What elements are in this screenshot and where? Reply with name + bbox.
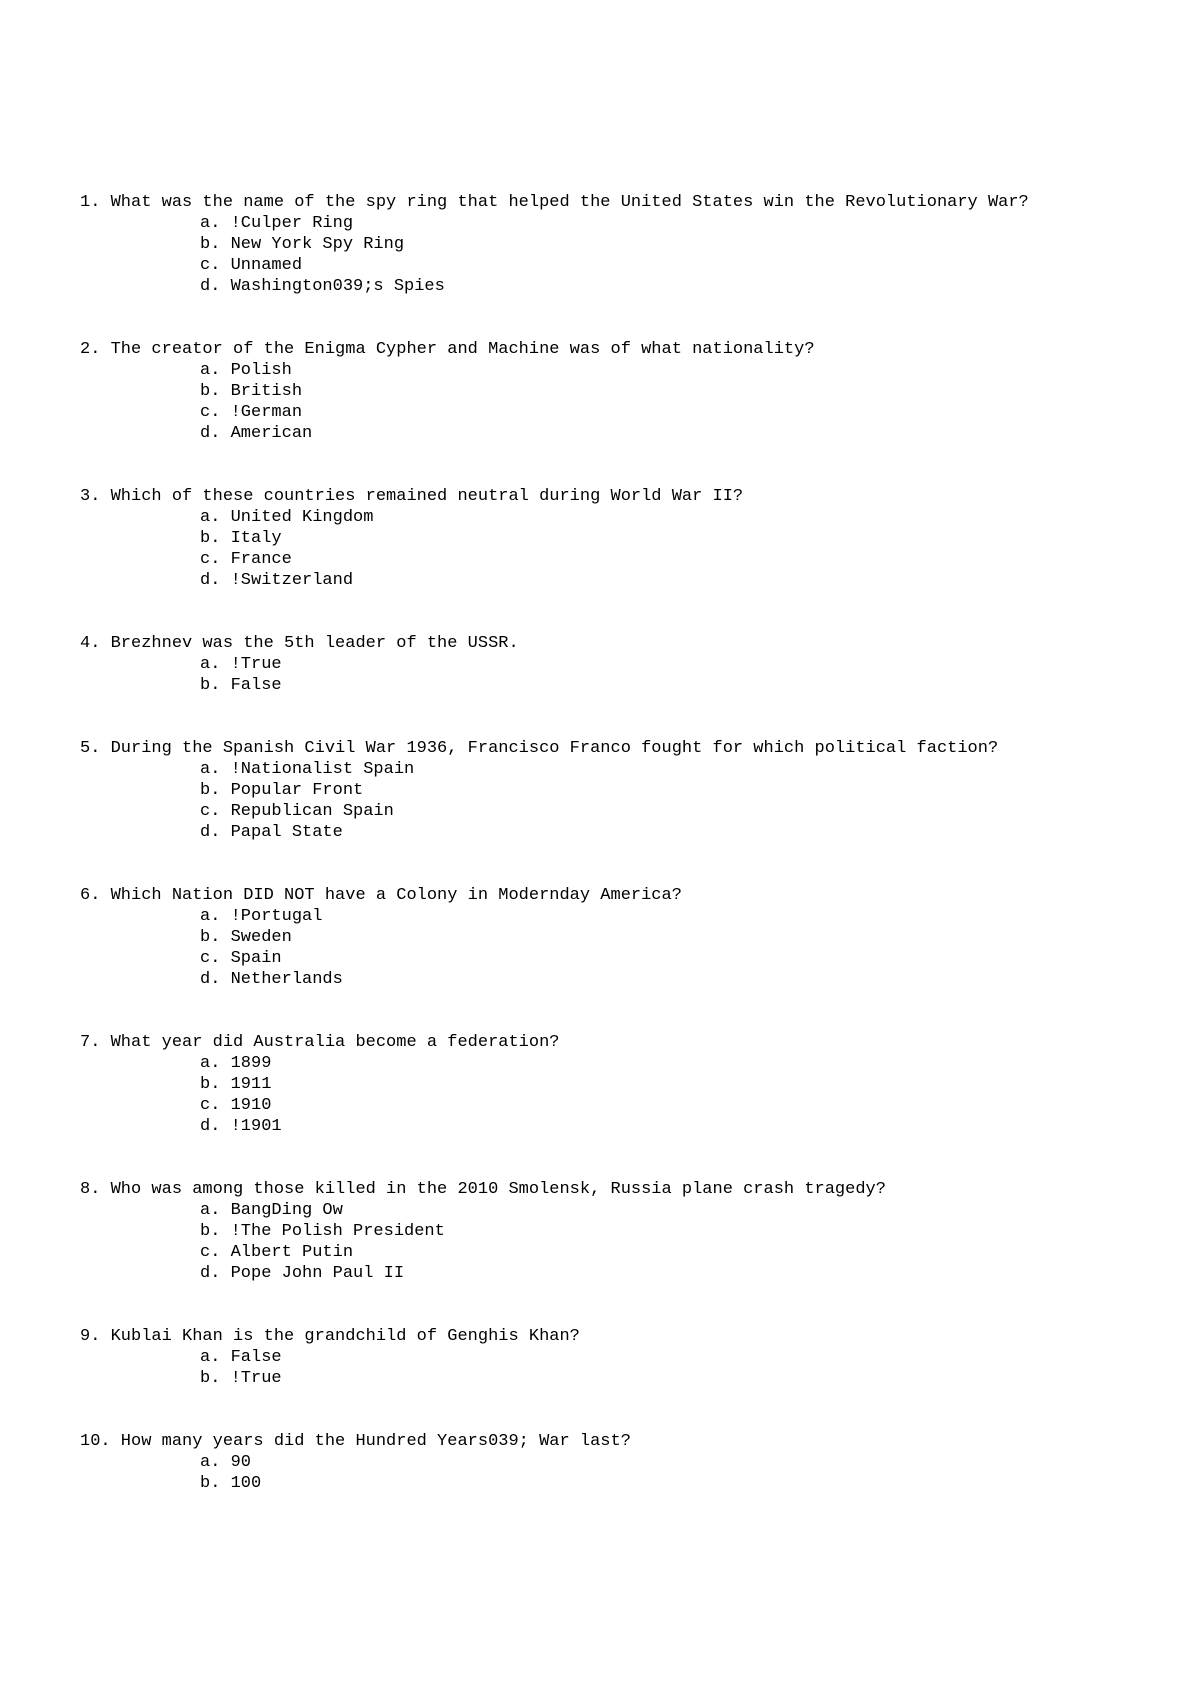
question-block: 7. What year did Australia become a fede… (80, 1032, 1120, 1137)
question-text: 8. Who was among those killed in the 201… (80, 1179, 1120, 1200)
question-text: 6. Which Nation DID NOT have a Colony in… (80, 885, 1120, 906)
option: d. !Switzerland (80, 570, 1120, 591)
question-text: 10. How many years did the Hundred Years… (80, 1431, 1120, 1452)
option: b. Sweden (80, 927, 1120, 948)
question-text: 4. Brezhnev was the 5th leader of the US… (80, 633, 1120, 654)
option: d. Netherlands (80, 969, 1120, 990)
question-block: 5. During the Spanish Civil War 1936, Fr… (80, 738, 1120, 843)
question-block: 8. Who was among those killed in the 201… (80, 1179, 1120, 1284)
option: a. !True (80, 654, 1120, 675)
question-block: 4. Brezhnev was the 5th leader of the US… (80, 633, 1120, 696)
question-text: 1. What was the name of the spy ring tha… (80, 192, 1120, 213)
option: c. 1910 (80, 1095, 1120, 1116)
option: d. American (80, 423, 1120, 444)
option: a. False (80, 1347, 1120, 1368)
option: d. Papal State (80, 822, 1120, 843)
option: a. United Kingdom (80, 507, 1120, 528)
option: b. False (80, 675, 1120, 696)
quiz-document: 1. What was the name of the spy ring tha… (80, 192, 1120, 1494)
option: b. !True (80, 1368, 1120, 1389)
option: b. 100 (80, 1473, 1120, 1494)
option: c. !German (80, 402, 1120, 423)
option: a. !Culper Ring (80, 213, 1120, 234)
question-text: 3. Which of these countries remained neu… (80, 486, 1120, 507)
option: b. Popular Front (80, 780, 1120, 801)
question-block: 2. The creator of the Enigma Cypher and … (80, 339, 1120, 444)
option: c. France (80, 549, 1120, 570)
question-text: 5. During the Spanish Civil War 1936, Fr… (80, 738, 1120, 759)
option: a. 1899 (80, 1053, 1120, 1074)
option: a. 90 (80, 1452, 1120, 1473)
option: a. BangDing Ow (80, 1200, 1120, 1221)
question-block: 9. Kublai Khan is the grandchild of Geng… (80, 1326, 1120, 1389)
question-text: 9. Kublai Khan is the grandchild of Geng… (80, 1326, 1120, 1347)
option: b. British (80, 381, 1120, 402)
option: c. Republican Spain (80, 801, 1120, 822)
option: d. Washington039;s Spies (80, 276, 1120, 297)
option: c. Spain (80, 948, 1120, 969)
option: a. !Portugal (80, 906, 1120, 927)
question-block: 6. Which Nation DID NOT have a Colony in… (80, 885, 1120, 990)
option: c. Albert Putin (80, 1242, 1120, 1263)
option: a. !Nationalist Spain (80, 759, 1120, 780)
question-block: 1. What was the name of the spy ring tha… (80, 192, 1120, 297)
question-block: 3. Which of these countries remained neu… (80, 486, 1120, 591)
option: d. !1901 (80, 1116, 1120, 1137)
question-text: 2. The creator of the Enigma Cypher and … (80, 339, 1120, 360)
option: b. New York Spy Ring (80, 234, 1120, 255)
question-block: 10. How many years did the Hundred Years… (80, 1431, 1120, 1494)
question-text: 7. What year did Australia become a fede… (80, 1032, 1120, 1053)
option: b. 1911 (80, 1074, 1120, 1095)
option: b. Italy (80, 528, 1120, 549)
option: a. Polish (80, 360, 1120, 381)
option: c. Unnamed (80, 255, 1120, 276)
option: d. Pope John Paul II (80, 1263, 1120, 1284)
option: b. !The Polish President (80, 1221, 1120, 1242)
